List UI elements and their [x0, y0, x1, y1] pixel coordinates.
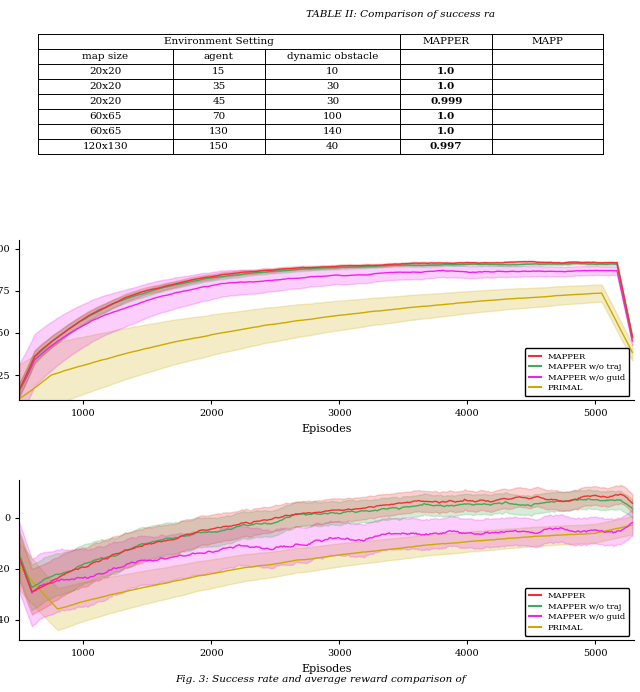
Text: 45: 45 — [212, 97, 225, 106]
Text: MAPP: MAPP — [532, 37, 564, 46]
Text: TABLE II: Comparison of success ra: TABLE II: Comparison of success ra — [306, 10, 495, 19]
Text: 100: 100 — [323, 112, 342, 121]
Text: 1.0: 1.0 — [437, 112, 455, 121]
Text: 10: 10 — [326, 67, 339, 76]
Text: Fig. 3: Success rate and average reward comparison of: Fig. 3: Success rate and average reward … — [175, 675, 465, 684]
Text: 120x130: 120x130 — [83, 142, 128, 151]
Text: 60x65: 60x65 — [89, 112, 122, 121]
Text: 15: 15 — [212, 67, 225, 76]
Text: 0.999: 0.999 — [430, 97, 462, 106]
X-axis label: Episodes: Episodes — [301, 664, 351, 674]
Text: 30: 30 — [326, 82, 339, 91]
Text: 150: 150 — [209, 142, 229, 151]
X-axis label: Episodes: Episodes — [301, 424, 351, 434]
Text: 1.0: 1.0 — [437, 127, 455, 136]
Text: 1.0: 1.0 — [437, 67, 455, 76]
Text: 140: 140 — [323, 127, 342, 136]
Text: map size: map size — [82, 52, 128, 61]
Text: MAPPER: MAPPER — [422, 37, 470, 46]
Text: 0.997: 0.997 — [430, 142, 463, 151]
Text: 30: 30 — [326, 97, 339, 106]
Text: 35: 35 — [212, 82, 225, 91]
Text: Environment Setting: Environment Setting — [164, 37, 274, 46]
Text: agent: agent — [204, 52, 234, 61]
Text: 20x20: 20x20 — [89, 82, 122, 91]
Text: 20x20: 20x20 — [89, 67, 122, 76]
Text: 1.0: 1.0 — [437, 82, 455, 91]
Legend: MAPPER, MAPPER w/o traj, MAPPER w/o guid, PRIMAL: MAPPER, MAPPER w/o traj, MAPPER w/o guid… — [525, 588, 629, 636]
Text: 60x65: 60x65 — [89, 127, 122, 136]
Text: 40: 40 — [326, 142, 339, 151]
Legend: MAPPER, MAPPER w/o traj, MAPPER w/o guid, PRIMAL: MAPPER, MAPPER w/o traj, MAPPER w/o guid… — [525, 349, 629, 397]
Text: dynamic obstacle: dynamic obstacle — [287, 52, 378, 61]
Text: 130: 130 — [209, 127, 229, 136]
Text: 70: 70 — [212, 112, 225, 121]
Text: 20x20: 20x20 — [89, 97, 122, 106]
